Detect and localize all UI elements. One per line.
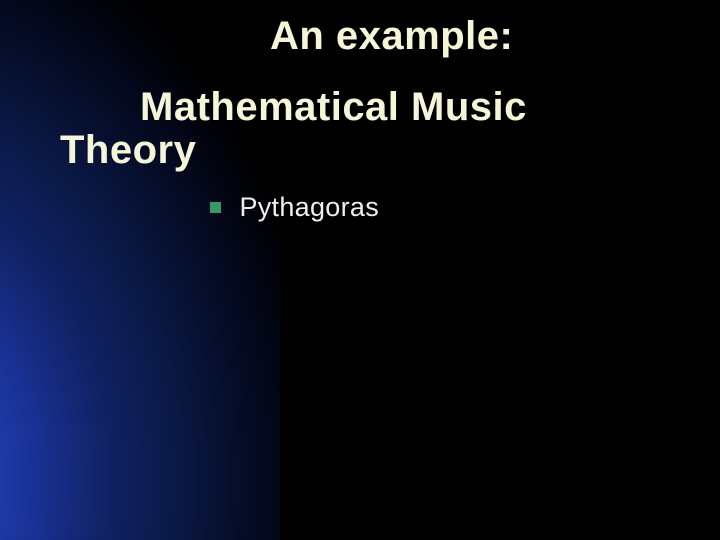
- bullet-square-icon: [210, 202, 221, 213]
- slide-content: An example: Mathematical Music Theory Py…: [0, 0, 720, 540]
- slide-subtitle-line2: Theory: [60, 128, 196, 173]
- slide-subtitle-line1: Mathematical Music: [140, 85, 527, 130]
- bullet-item: Pythagoras: [210, 192, 379, 223]
- bullet-text: Pythagoras: [239, 192, 379, 222]
- slide-title: An example:: [270, 14, 513, 59]
